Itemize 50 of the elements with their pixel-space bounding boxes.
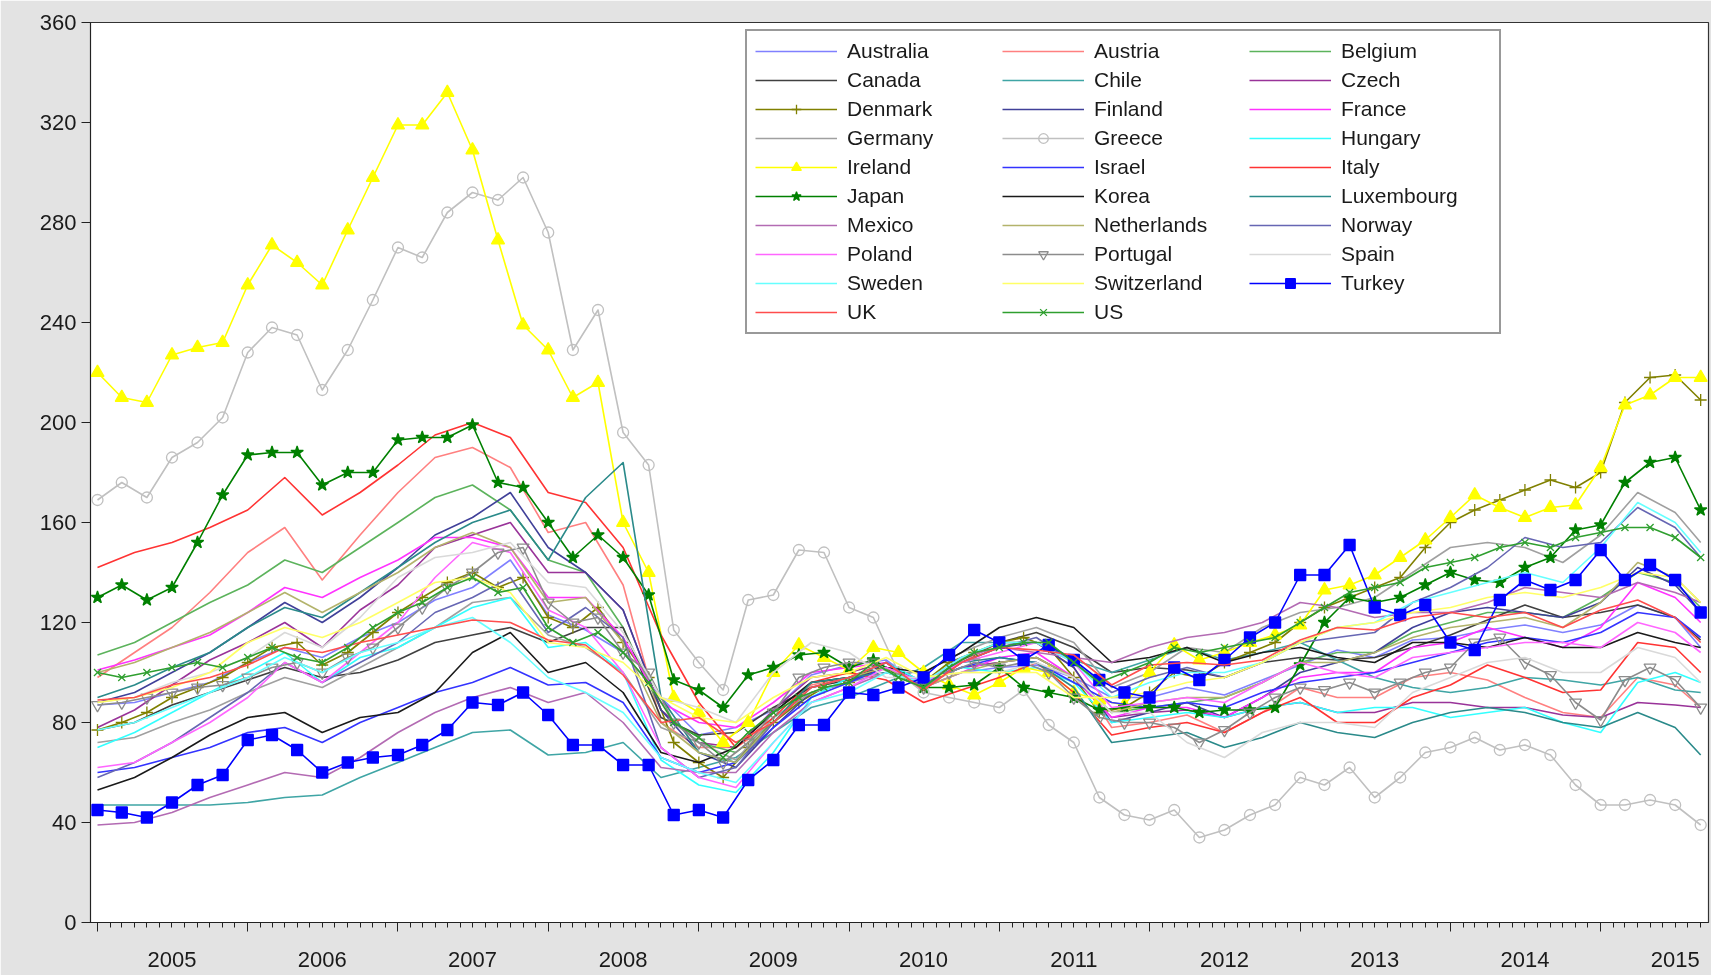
legend-label: Poland	[847, 242, 914, 266]
legend-label: Australia	[847, 39, 930, 63]
x-tick-label: 2007	[447, 946, 497, 972]
legend-label: Czech	[1341, 68, 1402, 92]
x-tick-label: 2009	[748, 946, 798, 972]
y-tick-label: 360	[39, 10, 77, 35]
legend-label: Norway	[1341, 213, 1414, 237]
x-tick-label: 2006	[297, 946, 347, 972]
legend-label: Mexico	[847, 213, 915, 237]
legend-label: Netherlands	[1094, 213, 1209, 237]
y-tick-label: 160	[39, 510, 77, 535]
y-tick-label: 240	[39, 310, 77, 335]
y-tick-label: 120	[39, 610, 77, 635]
x-tick-label: 2012	[1199, 946, 1249, 972]
y-tick-label: 320	[39, 110, 77, 135]
x-tick-label: 2010	[899, 946, 949, 972]
x-tick-label: 2015	[1650, 946, 1700, 972]
y-tick-label: 200	[39, 410, 77, 435]
y-tick-label: 80	[52, 710, 77, 735]
legend-label: Korea	[1094, 184, 1152, 208]
legend-label: France	[1341, 97, 1408, 121]
legend-label: US	[1094, 300, 1125, 324]
legend-label: Belgium	[1341, 39, 1418, 63]
legend-label: Germany	[847, 126, 935, 150]
y-tick-label: 0	[64, 910, 77, 935]
legend-label: Sweden	[847, 271, 924, 295]
legend-label: Luxembourg	[1341, 184, 1459, 208]
legend-label: Ireland	[847, 155, 913, 179]
legend-label: Portugal	[1094, 242, 1174, 266]
legend-label: Austria	[1094, 39, 1161, 63]
legend-label: Hungary	[1341, 126, 1422, 150]
x-tick-label: 2013	[1350, 946, 1400, 972]
legend-label: Italy	[1341, 155, 1381, 179]
x-tick-label: 2011	[1050, 946, 1098, 972]
legend-label: Turkey	[1341, 271, 1406, 295]
legend-label: UK	[847, 300, 878, 324]
legend-label: Canada	[847, 68, 922, 92]
y-tick-label: 280	[39, 210, 77, 235]
legend-label: Japan	[847, 184, 906, 208]
legend-label: Greece	[1094, 126, 1164, 150]
legend-label: Finland	[1094, 97, 1164, 121]
x-tick-label: 2005	[147, 946, 197, 972]
legend-label: Israel	[1094, 155, 1147, 179]
legend-label: Chile	[1094, 68, 1143, 92]
legend-label: Switzerland	[1094, 271, 1204, 295]
x-tick-label: 2008	[598, 946, 648, 972]
legend-label: Denmark	[847, 97, 934, 121]
y-tick-label: 40	[52, 810, 77, 835]
x-tick-label: 2014	[1500, 946, 1550, 972]
legend-label: Spain	[1341, 242, 1396, 266]
